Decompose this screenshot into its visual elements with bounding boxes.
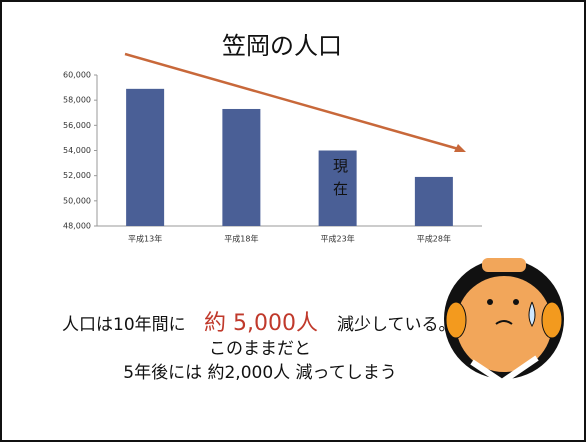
y-tick-label: 56,000 <box>63 121 91 130</box>
x-tick-label: 平成23年 <box>321 234 355 244</box>
character <box>444 258 564 386</box>
message-line: 5年後には 約2,000人 減ってしまう <box>123 363 396 383</box>
x-tick-label: 平成28年 <box>417 234 451 244</box>
bar <box>318 150 357 226</box>
y-tick-label: 54,000 <box>63 146 91 155</box>
trend-arrow <box>124 52 463 152</box>
x-tick-label: 平成18年 <box>224 234 258 244</box>
message-line: 人口は10年間に <box>62 315 186 335</box>
bar <box>126 88 165 226</box>
message-line: このままだと <box>209 339 311 359</box>
message-line: 減少している。 <box>337 315 456 335</box>
y-tick-label: 48,000 <box>63 222 91 231</box>
y-tick-label: 50,000 <box>63 196 91 205</box>
message-highlight: 約 5,000人 <box>204 311 318 336</box>
y-tick-label: 58,000 <box>63 96 91 105</box>
chart-title: 笠岡の人口 <box>222 32 342 60</box>
bar <box>414 176 453 226</box>
y-tick-label: 52,000 <box>63 171 91 180</box>
arrow-head <box>454 144 466 152</box>
bar <box>222 108 261 226</box>
y-tick-label: 60,000 <box>63 71 91 80</box>
annotation: 現在 <box>331 158 349 204</box>
x-tick-label: 平成13年 <box>128 234 162 244</box>
